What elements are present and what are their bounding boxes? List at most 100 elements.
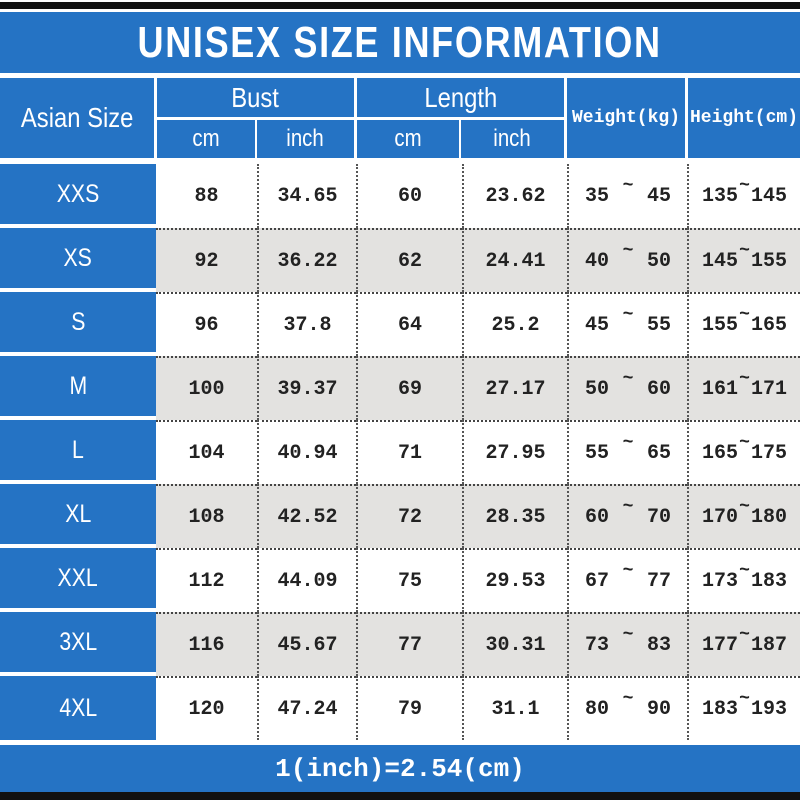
bust-inch-cell: 37.8 [257, 292, 356, 356]
size-cell: XXL [0, 548, 156, 612]
bust-cm-cell: 112 [156, 548, 257, 612]
size-cell: 4XL [0, 676, 156, 740]
size-label: XXL [57, 563, 99, 592]
bust-inch-cell: 47.24 [257, 676, 356, 740]
weight-range-cell: 35 ~ 45 [567, 164, 687, 228]
weight-max: 45 [646, 184, 671, 208]
tilde-separator: ~ [739, 369, 750, 389]
length-inch-cell: 30.31 [462, 612, 567, 676]
height-range-cell: 177 ~ 187 [687, 612, 800, 676]
subcolumn-header-bust-inch: inch [257, 120, 354, 158]
bust-inch-cell: 34.65 [257, 164, 356, 228]
weight-min: 35 [585, 184, 610, 208]
height-range-cell: 145 ~ 155 [687, 228, 800, 292]
length-cm-cell: 71 [356, 420, 462, 484]
tilde-separator: ~ [739, 241, 750, 261]
bottom-border-bar [0, 792, 800, 800]
weight-max: 90 [646, 697, 671, 721]
weight-range-cell: 67 ~ 77 [567, 548, 687, 612]
length-inch-cell: 29.53 [462, 548, 567, 612]
table-row: XXL 112 44.09 75 29.53 67 ~ 77 173 ~ 183 [0, 548, 800, 612]
tilde-separator: ~ [622, 241, 634, 261]
height-range-cell: 173 ~ 183 [687, 548, 800, 612]
footer-note-band: 1(inch)=2.54(cm) [0, 745, 800, 792]
length-cm-cell: 75 [356, 548, 462, 612]
size-label: XXS [56, 179, 100, 208]
length-cm-cell: 77 [356, 612, 462, 676]
weight-range-cell: 50 ~ 60 [567, 356, 687, 420]
length-cm-cell: 72 [356, 484, 462, 548]
bust-cm-cell: 116 [156, 612, 257, 676]
length-inch-cell: 27.17 [462, 356, 567, 420]
tilde-separator: ~ [622, 176, 634, 196]
bust-inch-cell: 39.37 [257, 356, 356, 420]
weight-max: 50 [646, 249, 671, 273]
weight-range-cell: 60 ~ 70 [567, 484, 687, 548]
tilde-separator: ~ [739, 497, 750, 517]
weight-min: 67 [585, 569, 610, 593]
weight-min: 55 [585, 441, 610, 465]
title-banner: UNISEX SIZE INFORMATION [0, 12, 800, 73]
height-max: 187 [750, 633, 787, 657]
height-range-cell: 183 ~ 193 [687, 676, 800, 740]
table-row: L 104 40.94 71 27.95 55 ~ 65 165 ~ 175 [0, 420, 800, 484]
size-cell: XXS [0, 164, 156, 228]
size-label: 3XL [59, 627, 97, 656]
height-min: 177 [702, 633, 739, 657]
column-header-asian-size: Asian Size [0, 78, 154, 158]
size-label: M [69, 371, 87, 400]
weight-min: 40 [585, 249, 610, 273]
height-min: 135 [702, 184, 739, 208]
weight-min: 60 [585, 505, 610, 529]
tilde-separator: ~ [739, 689, 750, 709]
tilde-separator: ~ [622, 433, 634, 453]
weight-max: 77 [646, 569, 671, 593]
length-inch-cell: 28.35 [462, 484, 567, 548]
size-cell: M [0, 356, 156, 420]
size-label: S [70, 307, 86, 336]
weight-max: 65 [646, 441, 671, 465]
height-min: 161 [702, 377, 739, 401]
weight-range-cell: 73 ~ 83 [567, 612, 687, 676]
height-max: 165 [750, 313, 787, 337]
weight-min: 73 [585, 633, 610, 657]
length-inch-cell: 31.1 [462, 676, 567, 740]
weight-max: 70 [646, 505, 671, 529]
length-inch-cell: 27.95 [462, 420, 567, 484]
bust-cm-cell: 104 [156, 420, 257, 484]
size-cell: L [0, 420, 156, 484]
height-range-cell: 165 ~ 175 [687, 420, 800, 484]
tilde-separator: ~ [622, 625, 634, 645]
column-header-weight: Weight(kg) [567, 78, 685, 158]
bust-inch-cell: 45.67 [257, 612, 356, 676]
column-header-bust: Bust [157, 78, 354, 117]
weight-min: 80 [585, 697, 610, 721]
weight-min: 45 [585, 313, 610, 337]
height-max: 180 [750, 505, 787, 529]
subcolumn-header-length-cm: cm [357, 120, 459, 158]
height-range-cell: 170 ~ 180 [687, 484, 800, 548]
table-header: Asian Size Bust cm inch Length cm inch W… [0, 78, 800, 158]
conversion-note: 1(inch)=2.54(cm) [275, 753, 525, 784]
height-range-cell: 161 ~ 171 [687, 356, 800, 420]
length-inch-cell: 24.41 [462, 228, 567, 292]
weight-max: 83 [646, 633, 671, 657]
table-row: XS 92 36.22 62 24.41 40 ~ 50 145 ~ 155 [0, 228, 800, 292]
height-max: 183 [750, 569, 787, 593]
length-cm-cell: 60 [356, 164, 462, 228]
weight-max: 60 [646, 377, 671, 401]
height-max: 193 [750, 697, 787, 721]
tilde-separator: ~ [739, 625, 750, 645]
bust-cm-cell: 108 [156, 484, 257, 548]
size-label: XS [63, 243, 93, 272]
height-min: 173 [702, 569, 739, 593]
bust-cm-cell: 96 [156, 292, 257, 356]
weight-range-cell: 40 ~ 50 [567, 228, 687, 292]
height-min: 155 [702, 313, 739, 337]
tilde-separator: ~ [622, 689, 634, 709]
tilde-separator: ~ [622, 497, 634, 517]
tilde-separator: ~ [739, 176, 750, 196]
height-min: 165 [702, 441, 739, 465]
table-row: M 100 39.37 69 27.17 50 ~ 60 161 ~ 171 [0, 356, 800, 420]
